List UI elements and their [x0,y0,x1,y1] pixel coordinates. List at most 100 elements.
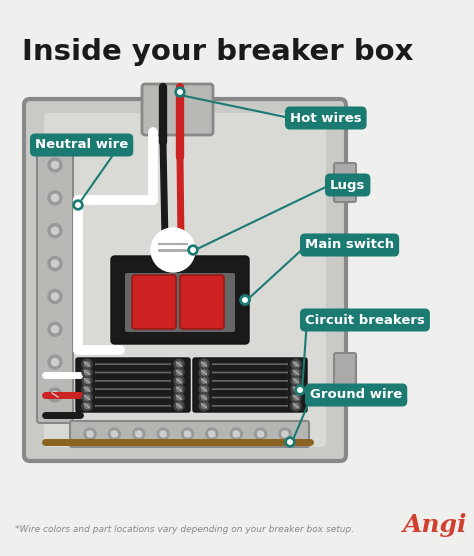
Text: Angi: Angi [403,513,467,537]
Circle shape [84,378,90,383]
Circle shape [111,431,118,437]
Circle shape [176,370,182,375]
Circle shape [174,401,184,411]
Circle shape [82,384,92,394]
Circle shape [82,376,92,386]
Circle shape [84,386,90,391]
Circle shape [293,378,299,383]
Circle shape [230,428,242,440]
FancyBboxPatch shape [95,379,171,383]
Circle shape [199,368,209,378]
Circle shape [52,391,58,399]
Circle shape [258,431,264,437]
Circle shape [201,361,207,366]
FancyBboxPatch shape [212,404,288,408]
Circle shape [291,359,301,369]
FancyBboxPatch shape [212,371,288,374]
FancyBboxPatch shape [212,379,288,383]
FancyBboxPatch shape [44,113,326,447]
Circle shape [298,388,302,392]
Circle shape [174,359,184,369]
Circle shape [84,403,90,408]
Circle shape [199,359,209,369]
Circle shape [291,376,301,386]
Circle shape [293,395,299,400]
Circle shape [52,195,58,201]
FancyBboxPatch shape [95,404,171,408]
Circle shape [52,227,58,234]
Circle shape [136,431,142,437]
Circle shape [199,376,209,386]
Circle shape [52,161,58,168]
Circle shape [176,378,182,383]
Circle shape [291,384,301,394]
Circle shape [174,376,184,386]
Circle shape [133,428,145,440]
Circle shape [151,228,195,272]
FancyBboxPatch shape [212,388,288,391]
Circle shape [73,200,83,210]
Circle shape [48,388,62,402]
FancyBboxPatch shape [76,358,190,412]
Circle shape [157,428,169,440]
Circle shape [84,428,96,440]
Circle shape [291,368,301,378]
Circle shape [201,370,207,375]
Circle shape [233,431,239,437]
Circle shape [201,395,207,400]
Circle shape [178,90,182,95]
FancyBboxPatch shape [95,371,171,374]
Circle shape [87,431,93,437]
Circle shape [240,295,250,305]
Text: Ground wire: Ground wire [310,389,402,401]
Circle shape [84,395,90,400]
Circle shape [176,386,182,391]
Circle shape [76,203,80,207]
Text: *Wire colors and part locations vary depending on your breaker box setup.: *Wire colors and part locations vary dep… [15,525,354,534]
Circle shape [176,361,182,366]
Circle shape [48,191,62,205]
Circle shape [282,431,288,437]
FancyBboxPatch shape [180,275,224,329]
FancyBboxPatch shape [24,99,346,461]
Circle shape [48,290,62,304]
FancyBboxPatch shape [95,396,171,399]
FancyBboxPatch shape [132,275,176,329]
Circle shape [48,355,62,369]
Circle shape [291,393,301,403]
Circle shape [288,440,292,444]
Circle shape [52,359,58,366]
Text: Circuit breakers: Circuit breakers [305,314,425,326]
Circle shape [291,401,301,411]
Circle shape [293,370,299,375]
Circle shape [174,384,184,394]
Circle shape [52,326,58,333]
Circle shape [174,393,184,403]
Circle shape [48,322,62,336]
Circle shape [188,245,198,255]
Circle shape [191,248,195,252]
Circle shape [109,428,120,440]
Text: Neutral wire: Neutral wire [35,138,128,151]
Circle shape [174,368,184,378]
Circle shape [82,359,92,369]
FancyBboxPatch shape [212,396,288,399]
FancyBboxPatch shape [142,84,213,135]
Circle shape [285,437,295,447]
Circle shape [243,298,247,302]
FancyBboxPatch shape [37,142,73,423]
Circle shape [82,368,92,378]
Circle shape [240,295,250,305]
Circle shape [209,431,215,437]
FancyBboxPatch shape [193,358,307,412]
Circle shape [279,428,291,440]
FancyBboxPatch shape [111,256,249,344]
Circle shape [82,401,92,411]
Circle shape [293,361,299,366]
Circle shape [182,428,193,440]
Circle shape [199,393,209,403]
Circle shape [201,378,207,383]
Circle shape [176,395,182,400]
Circle shape [176,403,182,408]
Text: Lugs: Lugs [330,178,365,191]
